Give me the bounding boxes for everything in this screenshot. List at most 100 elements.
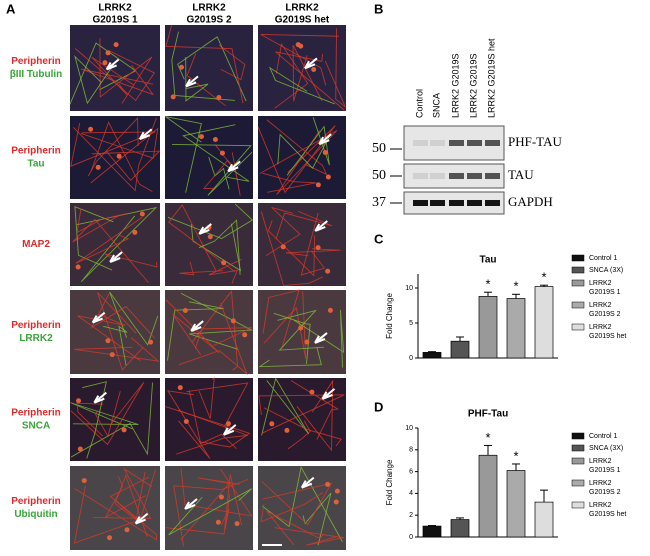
row-label: Peripherin xyxy=(11,408,60,419)
soma xyxy=(139,211,145,217)
neurite xyxy=(73,117,157,192)
neurite xyxy=(91,150,161,181)
soma xyxy=(322,149,328,155)
legend-label: G2019S 2 xyxy=(589,311,621,318)
neurite xyxy=(198,377,215,419)
image-bg xyxy=(70,116,160,199)
band xyxy=(430,140,445,146)
neurite xyxy=(176,409,248,455)
neurite xyxy=(296,379,334,452)
band xyxy=(413,200,428,206)
neurite xyxy=(180,477,241,541)
soma xyxy=(216,95,222,101)
soma xyxy=(116,153,122,159)
neurite xyxy=(103,325,128,366)
neurite xyxy=(260,211,323,287)
soma xyxy=(225,421,231,427)
neurite xyxy=(267,220,316,277)
legend-swatch xyxy=(571,323,585,331)
arrow xyxy=(227,160,241,173)
bar xyxy=(450,340,470,359)
legend-swatch xyxy=(571,457,585,465)
neurite xyxy=(220,493,231,530)
soma xyxy=(182,308,188,314)
micrograph xyxy=(165,116,253,199)
row-label: SNCA xyxy=(22,421,50,432)
legend-label: LRRK2 xyxy=(589,280,612,287)
chart-title: PHF-Tau xyxy=(468,409,508,420)
soma xyxy=(309,389,315,395)
band xyxy=(413,173,428,179)
soma xyxy=(179,64,185,70)
bar xyxy=(422,525,442,538)
neurite xyxy=(218,44,246,81)
image-bg xyxy=(258,290,346,374)
neurite xyxy=(76,402,104,437)
legend-label: G2019S het xyxy=(589,333,626,340)
neurite xyxy=(179,261,223,276)
y-tick-label: 8 xyxy=(409,447,413,454)
band xyxy=(485,140,500,146)
micrograph xyxy=(258,203,346,287)
significance: * xyxy=(541,270,546,285)
neurite xyxy=(214,144,241,196)
neurite xyxy=(74,206,114,271)
neurite xyxy=(165,116,202,193)
soma xyxy=(230,318,236,324)
blot-label: TAU xyxy=(508,167,534,182)
bar xyxy=(422,352,442,359)
image-bg xyxy=(258,25,346,111)
soma xyxy=(107,535,113,541)
soma xyxy=(295,42,301,48)
neurite xyxy=(77,313,141,361)
micrograph xyxy=(258,465,346,550)
row-label: MAP2 xyxy=(22,239,50,250)
micrograph xyxy=(164,466,253,550)
legend-label: G2019S 1 xyxy=(589,467,621,474)
legend-swatch xyxy=(571,444,585,452)
neurite xyxy=(90,293,155,339)
soma xyxy=(334,488,340,494)
soma xyxy=(327,307,333,313)
panel-label: C xyxy=(374,231,384,246)
legend-label: LRRK2 xyxy=(589,502,612,509)
neurite xyxy=(287,420,311,450)
neurite xyxy=(164,474,243,535)
column-header: G2019S 1 xyxy=(92,15,137,26)
row-label: βIII Tubulin xyxy=(10,69,63,80)
neurite xyxy=(285,248,341,257)
legend-swatch xyxy=(571,279,585,287)
band xyxy=(467,140,482,146)
micrograph xyxy=(70,116,161,199)
neurite xyxy=(300,212,326,276)
y-axis-label: Fold Change xyxy=(385,459,394,505)
neurite xyxy=(324,28,346,108)
row-label: Peripherin xyxy=(11,320,60,331)
neurite xyxy=(95,391,121,438)
soma xyxy=(109,352,115,358)
soma xyxy=(77,446,83,452)
chart-title: Tau xyxy=(479,255,496,266)
neurite xyxy=(188,390,237,450)
arrow xyxy=(300,476,315,489)
legend-label: Control 1 xyxy=(589,255,618,262)
neurite xyxy=(262,172,317,193)
arrow xyxy=(222,424,237,436)
soma xyxy=(132,229,138,235)
lane-label: SNCA xyxy=(431,93,441,118)
lane-label: LRRK2 G2019S xyxy=(468,53,478,118)
row-label: Tau xyxy=(27,159,44,170)
soma xyxy=(304,339,310,345)
micrograph xyxy=(70,466,160,550)
row-label: Peripherin xyxy=(11,146,60,157)
soma xyxy=(325,268,331,274)
soma xyxy=(284,427,290,433)
image-bg xyxy=(165,378,253,461)
band xyxy=(413,140,428,146)
column-header: LRRK2 xyxy=(192,3,226,14)
neurite xyxy=(260,492,324,523)
row-label: LRRK2 xyxy=(19,333,53,344)
neurite xyxy=(260,34,339,86)
band xyxy=(485,173,500,179)
soma xyxy=(76,398,82,404)
